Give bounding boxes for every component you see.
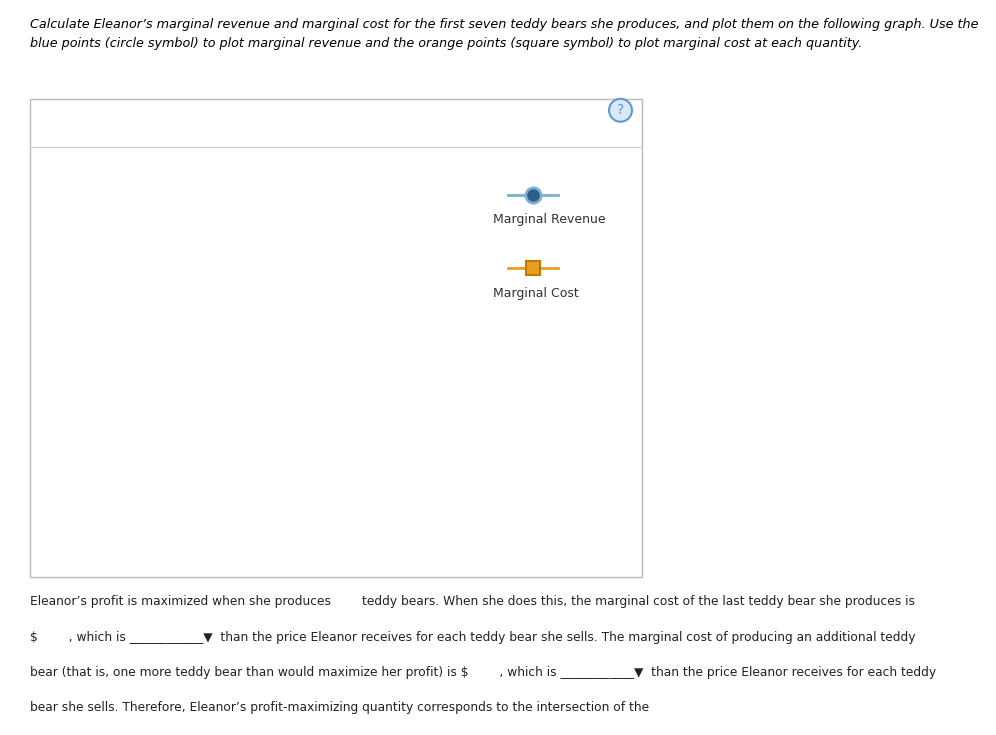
Text: $        , which is ____________▼  than the price Eleanor receives for each tedd: $ , which is ____________▼ than the pric… <box>30 631 915 644</box>
Y-axis label: COSTS AND REVENUE (Dollars per teddy bear): COSTS AND REVENUE (Dollars per teddy bea… <box>72 207 85 481</box>
Text: Marginal Cost: Marginal Cost <box>493 287 579 300</box>
Text: Eleanor’s profit is maximized when she produces        teddy bears. When she doe: Eleanor’s profit is maximized when she p… <box>30 595 915 609</box>
Text: ?: ? <box>617 103 624 118</box>
X-axis label: QUANTITY (Teddy bears): QUANTITY (Teddy bears) <box>192 553 336 566</box>
Text: bear (that is, one more teddy bear than would maximize her profit) is $        ,: bear (that is, one more teddy bear than … <box>30 666 936 679</box>
Text: Marginal Revenue: Marginal Revenue <box>493 213 606 226</box>
Text: Calculate Eleanor’s marginal revenue and marginal cost for the first seven teddy: Calculate Eleanor’s marginal revenue and… <box>30 18 978 51</box>
Text: bear she sells. Therefore, Eleanor’s profit-maximizing quantity corresponds to t: bear she sells. Therefore, Eleanor’s pro… <box>30 701 649 714</box>
